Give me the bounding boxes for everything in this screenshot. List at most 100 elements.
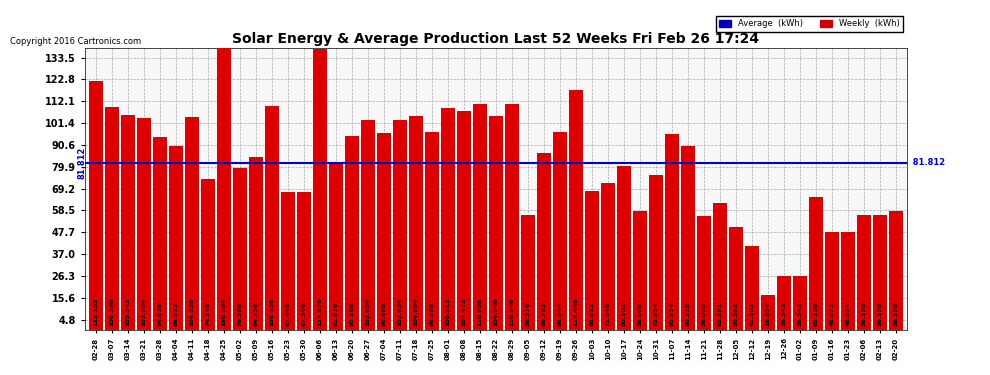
Text: 108.912: 108.912 — [446, 297, 450, 326]
Text: Copyright 2016 Cartronics.com: Copyright 2016 Cartronics.com — [10, 38, 141, 46]
Legend: Average  (kWh), Weekly  (kWh): Average (kWh), Weekly (kWh) — [716, 16, 903, 32]
Text: 81.876: 81.876 — [334, 302, 339, 326]
Bar — [409, 116, 423, 330]
Bar — [217, 0, 231, 330]
Text: 95.954: 95.954 — [669, 302, 674, 326]
Text: 110.946: 110.946 — [510, 297, 515, 326]
Bar — [121, 115, 135, 330]
Text: 41.102: 41.102 — [749, 302, 754, 326]
Bar — [505, 104, 519, 330]
Bar — [489, 116, 503, 330]
Bar — [153, 137, 166, 330]
Text: 137.878: 137.878 — [318, 297, 323, 326]
Text: 48.072: 48.072 — [830, 302, 835, 326]
Bar — [585, 191, 599, 330]
Bar — [681, 146, 695, 330]
Bar — [697, 216, 711, 330]
Text: 107.472: 107.472 — [461, 297, 466, 326]
Text: 26.342: 26.342 — [781, 302, 786, 326]
Bar — [201, 178, 215, 330]
Bar — [521, 215, 535, 330]
Text: 16.834: 16.834 — [765, 302, 770, 326]
Bar — [425, 132, 439, 330]
Text: 94.628: 94.628 — [157, 302, 162, 326]
Text: 80.102: 80.102 — [622, 302, 627, 326]
Bar — [617, 166, 631, 330]
Bar — [745, 246, 758, 330]
Text: 56.376: 56.376 — [526, 302, 531, 326]
Text: 110.808: 110.808 — [477, 297, 482, 326]
Text: 95.166: 95.166 — [349, 302, 354, 326]
Bar — [393, 120, 407, 330]
Text: 50.382: 50.382 — [734, 302, 739, 326]
Text: 96.944: 96.944 — [557, 302, 562, 326]
Bar — [249, 157, 262, 330]
Bar — [842, 232, 854, 330]
Bar — [889, 211, 903, 330]
Text: 71.948: 71.948 — [606, 302, 611, 326]
Text: 109.936: 109.936 — [269, 297, 274, 326]
Bar — [761, 296, 775, 330]
Text: 74.148: 74.148 — [205, 302, 210, 326]
Text: 65.120: 65.120 — [814, 302, 819, 326]
Bar — [553, 132, 566, 330]
Text: 89.912: 89.912 — [173, 302, 178, 326]
Text: 58.150: 58.150 — [893, 302, 899, 326]
Text: 190.904: 190.904 — [222, 297, 227, 326]
Text: 84.756: 84.756 — [253, 302, 258, 326]
Bar — [185, 117, 199, 330]
Bar — [281, 192, 295, 330]
Bar — [873, 215, 887, 330]
Bar — [730, 227, 742, 330]
Bar — [377, 133, 391, 330]
Text: 67.448: 67.448 — [285, 302, 290, 326]
Text: 96.986: 96.986 — [430, 302, 435, 326]
Text: 105.342: 105.342 — [126, 297, 131, 326]
Bar — [361, 120, 374, 330]
Text: 58.006: 58.006 — [638, 302, 643, 326]
Title: Solar Energy & Average Production Last 52 Weeks Fri Feb 26 17:24: Solar Energy & Average Production Last 5… — [233, 32, 759, 46]
Bar — [169, 146, 182, 330]
Bar — [809, 197, 823, 330]
Bar — [329, 163, 343, 330]
Bar — [793, 276, 807, 330]
Bar — [313, 49, 327, 330]
Bar — [457, 111, 470, 330]
Bar — [538, 153, 550, 330]
Text: 62.281: 62.281 — [718, 302, 723, 326]
Bar — [89, 81, 103, 330]
Text: 81.812: 81.812 — [77, 147, 86, 179]
Text: 48.024: 48.024 — [845, 302, 850, 326]
Text: 104.940: 104.940 — [493, 297, 498, 326]
Text: 67.346: 67.346 — [301, 302, 306, 326]
Text: 109.390: 109.390 — [109, 297, 114, 326]
Bar — [634, 211, 646, 330]
Text: 81.812: 81.812 — [907, 158, 945, 167]
Text: 26.342: 26.342 — [798, 302, 803, 326]
Bar — [857, 215, 871, 330]
Text: 56.150: 56.150 — [877, 302, 882, 326]
Text: 104.338: 104.338 — [189, 297, 194, 326]
Bar — [297, 192, 311, 330]
Text: 79.386: 79.386 — [238, 302, 243, 326]
Text: 104.894: 104.894 — [414, 297, 419, 326]
Text: 75.954: 75.954 — [653, 302, 658, 326]
Text: 117.448: 117.448 — [573, 297, 578, 326]
Bar — [137, 118, 150, 330]
Text: 86.762: 86.762 — [542, 302, 546, 326]
Text: 102.634: 102.634 — [397, 297, 402, 326]
Bar — [713, 203, 727, 330]
Text: 103.904: 103.904 — [142, 297, 147, 326]
Bar — [601, 183, 615, 330]
Text: 122.152: 122.152 — [93, 297, 98, 326]
Text: 56.150: 56.150 — [861, 302, 866, 326]
Bar — [665, 134, 679, 330]
Bar — [569, 90, 583, 330]
Text: 102.654: 102.654 — [365, 297, 370, 326]
Text: 90.228: 90.228 — [685, 302, 690, 326]
Text: 96.688: 96.688 — [381, 302, 386, 326]
Bar — [473, 104, 487, 330]
Bar — [442, 108, 454, 330]
Text: 56.000: 56.000 — [702, 302, 707, 326]
Bar — [825, 232, 839, 330]
